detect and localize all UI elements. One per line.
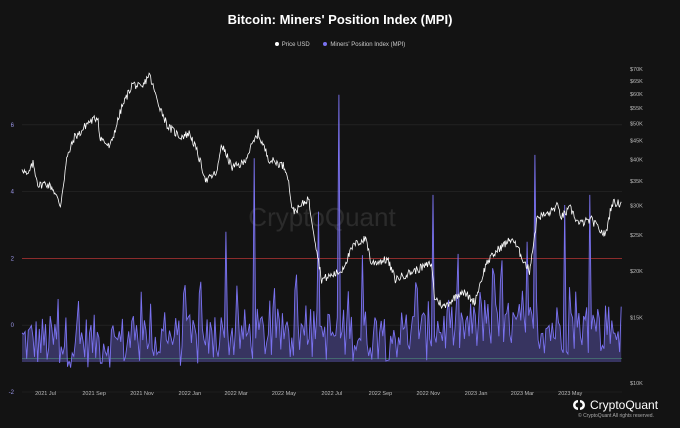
y-right-tick-label: $25K [630,233,643,239]
watermark: CryptoQuant [248,202,396,232]
chart-title: Bitcoin: Miners' Position Index (MPI) [227,12,453,27]
mpi-series-area [22,94,622,368]
brand-name: CryptoQuant [590,398,659,412]
legend-label-mpi: Miners' Position Index (MPI) [330,42,406,48]
y-left-tick-label: 2 [11,256,15,262]
y-right-tick-label: $10K [630,381,643,387]
legend-label-price: Price USD [281,42,310,48]
x-tick-label: 2022 Mar [224,391,247,397]
legend-item-mpi[interactable]: Miners' Position Index (MPI) [323,42,405,48]
y-left-tick-label: -2 [9,390,15,396]
x-tick-label: 2022 Sep [369,391,393,397]
y-left-tick-label: 0 [11,323,15,329]
legend-item-price[interactable]: Price USD [274,42,312,48]
copyright-text: © CryptoQuant All rights reserved. [578,413,654,419]
y-right-tick-label: $60K [630,92,643,98]
x-tick-label: 2023 Mar [511,391,534,397]
x-tick-label: 2021 Jul [35,391,56,397]
x-tick-label: 2022 Jul [321,391,342,397]
price-series-line [21,72,622,310]
legend-swatch-price [274,42,279,47]
y-right-tick-label: $65K [630,79,643,85]
y-right-tick-label: $50K [630,121,643,127]
y-left-tick-label: 6 [11,123,15,129]
mpi-series-line [21,94,622,368]
y-right-tick-label: $40K [630,157,643,163]
legend-swatch-mpi [323,42,328,47]
x-tick-label: 2022 Jan [179,391,202,397]
y-right-tick-label: $45K [630,138,643,144]
x-tick-label: 2023 May [558,391,582,397]
y-right-tick-label: $35K [630,179,643,185]
y-right-tick-label: $20K [630,269,643,275]
brand-logo-block: CryptoQuant [572,398,658,412]
y-right-tick-label: $70K [630,67,643,73]
y-right-tick-label: $55K [630,106,643,112]
x-tick-label: 2023 Jan [465,391,488,397]
x-tick-label: 2022 May [272,391,296,397]
y-right-tick-label: $15K [630,316,643,322]
x-tick-label: 2022 Nov [417,391,441,397]
x-tick-label: 2021 Sep [82,391,106,397]
y-left-tick-label: 4 [11,190,15,196]
x-tick-label: 2021 Nov [130,391,154,397]
y-right-tick-label: $30K [630,204,643,210]
cryptoquant-logo-icon [573,400,585,410]
legend: Price USD Miners' Position Index (MPI) [0,42,680,48]
